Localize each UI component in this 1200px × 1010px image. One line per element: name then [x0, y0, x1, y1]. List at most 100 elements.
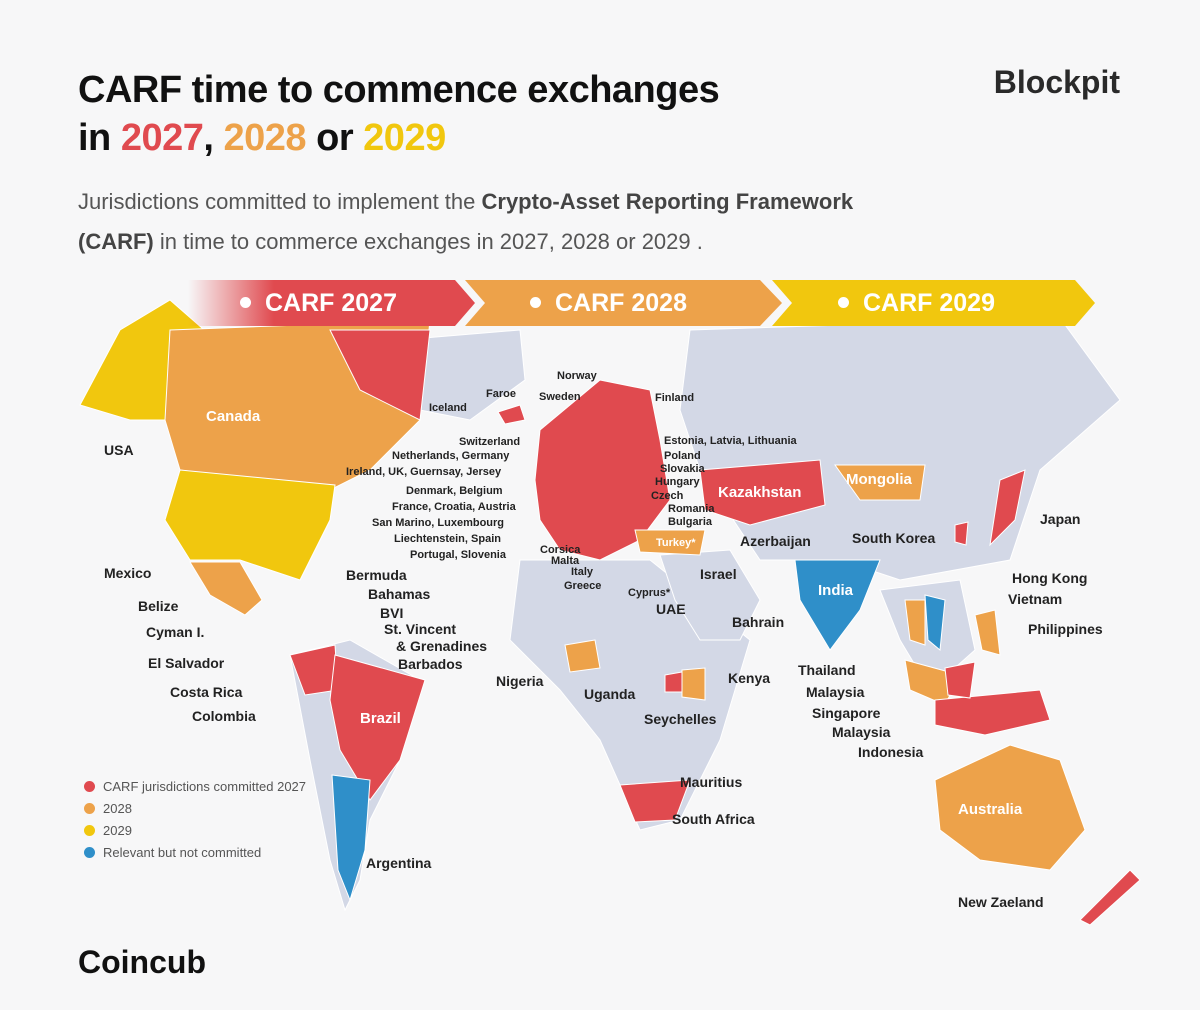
legend-item: 2029: [84, 820, 306, 842]
australia-shape: [934, 744, 1086, 871]
indonesia-shape: [934, 689, 1051, 736]
philippines-shape: [974, 609, 1001, 656]
label-grenadines: & Grenadines: [396, 638, 488, 654]
page-title: CARF time to commence exchanges in 2027,…: [78, 69, 720, 159]
label-estonia: Estonia, Latvia, Lithuania: [664, 435, 797, 447]
label-singapore: Singapore: [812, 705, 881, 721]
legend-item: Relevant but not committed: [84, 842, 306, 864]
argentina-shape: [331, 774, 371, 902]
label-seychelles: Seychelles: [644, 711, 717, 727]
label-usa: USA: [104, 442, 134, 458]
label-malta: Malta: [551, 555, 580, 567]
coincub-logo: Coincub: [78, 944, 206, 980]
label-italy: Italy: [571, 566, 594, 578]
label-malaysia-2: Malaysia: [832, 724, 891, 740]
kenya-shape: [681, 667, 706, 701]
label-australia: Australia: [958, 801, 1023, 818]
label-bahrain: Bahrain: [732, 614, 785, 630]
turkey-shape: [634, 529, 706, 556]
label-norway: Norway: [557, 370, 597, 382]
label-malaysia-1: Malaysia: [806, 684, 865, 700]
kazakhstan-shape: [699, 459, 826, 526]
label-romania: Romania: [668, 503, 715, 515]
label-uae: UAE: [656, 601, 686, 617]
label-kazakhstan: Kazakhstan: [718, 484, 802, 501]
label-corsica: Corsica: [540, 544, 581, 556]
label-hong-kong: Hong Kong: [1012, 570, 1088, 586]
vietnam-shape: [924, 594, 946, 651]
label-canada: Canada: [206, 408, 261, 425]
label-israel: Israel: [700, 566, 737, 582]
label-japan: Japan: [1040, 511, 1081, 527]
uganda-shape: [664, 671, 683, 693]
label-turkey: Turkey*: [656, 537, 696, 549]
label-brazil: Brazil: [360, 710, 401, 727]
label-india: India: [818, 582, 854, 599]
india-shape: [794, 559, 881, 651]
label-mexico: Mexico: [104, 565, 152, 581]
mexico-shape: [189, 561, 263, 616]
map-legend: CARF jurisdictions committed 2027 2028 2…: [84, 776, 306, 864]
middle-east-shape: [659, 549, 761, 641]
label-nigeria: Nigeria: [496, 673, 544, 689]
label-finland: Finland: [655, 392, 695, 404]
banner-2027: [188, 280, 475, 326]
label-mauritius: Mauritius: [680, 774, 743, 790]
label-hungary: Hungary: [655, 476, 700, 488]
label-netherlands: Netherlands, Germany: [392, 450, 510, 462]
legend-swatch-not-committed: [84, 847, 95, 858]
label-mongolia: Mongolia: [846, 471, 912, 488]
label-sweden: Sweden: [539, 391, 581, 403]
legend-item: CARF jurisdictions committed 2027: [84, 776, 306, 798]
subtitle: Jurisdictions committed to implement the…: [78, 189, 854, 254]
label-south-korea: South Korea: [852, 530, 936, 546]
label-iceland: Iceland: [429, 402, 467, 414]
label-azerbaijan: Azerbaijan: [740, 533, 811, 549]
label-vietnam: Vietnam: [1008, 591, 1063, 607]
label-san-marino: San Marino, Luxembourg: [372, 517, 505, 529]
borneo-shape: [944, 661, 976, 699]
label-slovakia: Slovakia: [660, 463, 705, 475]
label-greece: Greece: [564, 580, 602, 592]
label-bulgaria: Bulgaria: [668, 516, 713, 528]
korea-shape: [954, 521, 969, 546]
label-barbados: Barbados: [398, 656, 463, 672]
label-france: France, Croatia, Austria: [392, 501, 516, 513]
thailand-shape: [904, 599, 926, 646]
mongolia-shape: [834, 464, 926, 501]
label-ireland: Ireland, UK, Guernsay, Jersey: [346, 466, 502, 478]
new-zealand-shape: [1079, 869, 1141, 926]
label-belize: Belize: [138, 598, 179, 614]
label-cayman: Cyman I.: [146, 624, 205, 640]
iceland-shape: [497, 404, 526, 425]
label-south-africa: South Africa: [672, 811, 755, 827]
label-poland: Poland: [664, 450, 701, 462]
legend-swatch-2029: [84, 825, 95, 836]
nigeria-shape: [564, 639, 601, 673]
banner-2028: [465, 280, 782, 326]
label-faroe: Faroe: [486, 388, 516, 400]
label-costa-rica: Costa Rica: [170, 684, 243, 700]
label-cyprus: Cyprus*: [628, 587, 671, 599]
label-argentina: Argentina: [366, 855, 432, 871]
label-uganda: Uganda: [584, 686, 636, 702]
label-bahamas: Bahamas: [368, 586, 431, 602]
label-czech: Czech: [651, 490, 684, 502]
label-thailand: Thailand: [798, 662, 856, 678]
blockpit-logo: Blockpit: [993, 64, 1120, 100]
label-portugal: Portugal, Slovenia: [410, 549, 506, 561]
label-bvi: BVI: [380, 605, 404, 621]
label-bermuda: Bermuda: [346, 567, 407, 583]
label-switzerland: Switzerland: [459, 436, 521, 448]
label-colombia: Colombia: [192, 708, 256, 724]
legend-item: 2028: [84, 798, 306, 820]
canada-arctic-shape: [329, 329, 431, 421]
label-liechtenstein: Liechtenstein, Spain: [394, 533, 501, 545]
label-el-salvador: El Salvador: [148, 655, 225, 671]
legend-swatch-2028: [84, 803, 95, 814]
brazil-shape: [329, 654, 426, 801]
label-denmark: Denmark, Belgium: [406, 485, 503, 497]
label-new-zealand: New Zaeland: [958, 894, 1044, 910]
legend-swatch-2027: [84, 781, 95, 792]
